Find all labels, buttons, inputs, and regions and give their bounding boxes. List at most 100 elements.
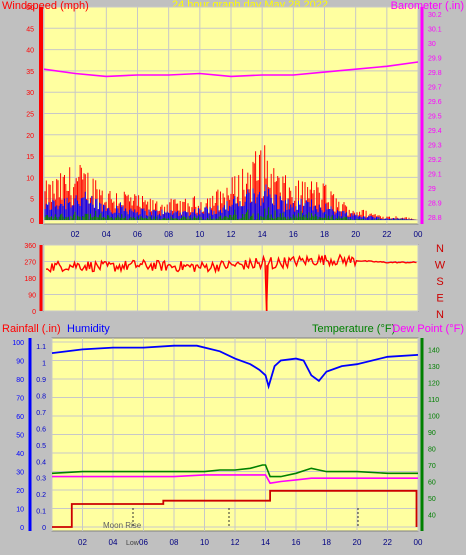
- temp-y-tick-label: 130: [428, 364, 440, 371]
- wind-x-tick-label: 10: [195, 230, 204, 239]
- baro-y-tick-label: 30.2: [428, 12, 442, 19]
- wind-x-tick-label: 06: [133, 230, 142, 239]
- wind-y-tick-label: 30: [26, 90, 34, 97]
- compass-label: W: [435, 260, 446, 272]
- temperature-series: [51, 464, 418, 478]
- humidity-y-tick-label: 80: [16, 377, 24, 384]
- rain-x-tick-label: 06: [139, 538, 148, 547]
- baro-y-tick-label: 29.2: [428, 157, 442, 164]
- wind-y-tick-label: 0: [30, 218, 34, 225]
- baro-y-tick-label: 29.3: [428, 142, 442, 149]
- rain-y-tick-label: 0.1: [36, 509, 46, 516]
- humidity-y-tick-label: 100: [12, 340, 24, 347]
- humidity-series: [51, 344, 419, 390]
- wind-y-tick-label: 25: [26, 112, 34, 119]
- wind-x-tick-label: 12: [227, 230, 236, 239]
- wind-low-band: [44, 207, 416, 220]
- temp-y-tick-label: 80: [428, 447, 436, 454]
- temp-y-tick-label: 120: [428, 381, 440, 388]
- wind-y-tick-label: 5: [30, 197, 34, 204]
- wind-x-tick-label: 20: [351, 230, 360, 239]
- rain-y-tick-label: 0.8: [36, 394, 46, 401]
- baro-y-tick-label: 30: [428, 41, 436, 48]
- humidity-y-tick-label: 30: [16, 470, 24, 477]
- rain-x-tick-label: 02: [78, 538, 87, 547]
- low-label: Low: [126, 540, 140, 547]
- temp-y-tick-label: 60: [428, 480, 436, 487]
- rain-x-tick-label: 10: [200, 538, 209, 547]
- baro-y-tick-label: 28.8: [428, 215, 442, 222]
- humidity-y-tick-label: 60: [16, 414, 24, 421]
- rain-y-tick-label: 0.7: [36, 410, 46, 417]
- rainfall-series: [52, 489, 418, 528]
- wind-x-tick-label: 14: [258, 230, 267, 239]
- rain-y-tick-label: 1: [42, 361, 46, 368]
- baro-y-tick-label: 29: [428, 186, 436, 193]
- rain-x-tick-label: 22: [383, 538, 392, 547]
- rain-y-tick-label: 0.5: [36, 443, 46, 450]
- temp-y-tick-label: 140: [428, 348, 440, 355]
- compass-label: N: [436, 309, 444, 321]
- rain-x-tick-label: 00: [414, 538, 423, 547]
- compass-label: S: [436, 276, 443, 288]
- temp-y-tick-label: 40: [428, 513, 436, 520]
- direction-y-tick-label: 0: [32, 309, 36, 316]
- baro-y-tick-label: 29.7: [428, 85, 442, 92]
- wind-y-tick-label: 50: [26, 5, 34, 12]
- temp-y-tick-label: 110: [428, 397, 439, 404]
- temp-y-tick-label: 50: [428, 496, 436, 503]
- rain-x-tick-label: 16: [292, 538, 301, 547]
- wind-x-tick-label: 16: [289, 230, 298, 239]
- humidity-y-tick-label: 90: [16, 359, 24, 366]
- rain-y-tick-label: 1.1: [36, 344, 46, 351]
- baro-y-tick-label: 30.1: [428, 27, 442, 34]
- temp-y-tick-label: 90: [428, 430, 436, 437]
- humidity-y-tick-label: 50: [16, 433, 24, 440]
- baro-axis-title: Barometer (.in): [391, 0, 464, 12]
- temp-y-tick-label: 70: [428, 463, 436, 470]
- moon-rise-label: Moon Rise: [103, 521, 142, 530]
- wind-x-tick-label: 08: [164, 230, 173, 239]
- rain-y-tick-label: 0.4: [36, 459, 46, 466]
- wind-x-tick-label: 22: [382, 230, 391, 239]
- compass-label: E: [436, 293, 443, 305]
- barometer-series: [43, 61, 419, 78]
- rain-y-tick-label: 0: [42, 525, 46, 532]
- baro-y-tick-label: 29.1: [428, 171, 442, 178]
- dewpoint-axis-title: Dew Point (°F): [392, 323, 464, 335]
- wind-y-tick-label: 45: [26, 26, 34, 33]
- baro-y-tick-label: 29.9: [428, 56, 442, 63]
- humidity-y-tick-label: 10: [16, 507, 24, 514]
- baro-y-tick-label: 29.6: [428, 99, 442, 106]
- humidity-y-tick-label: 40: [16, 451, 24, 458]
- baro-y-tick-label: 29.5: [428, 114, 442, 121]
- humidity-y-tick-label: 0: [20, 525, 24, 532]
- wind-y-tick-label: 35: [26, 69, 34, 76]
- baro-y-tick-label: 29.8: [428, 70, 442, 77]
- humidity-y-tick-label: 70: [16, 396, 24, 403]
- temp-y-tick-label: 100: [428, 414, 440, 421]
- temperature-axis-title: Temperature (°F): [312, 323, 395, 335]
- wind-y-tick-label: 15: [26, 154, 34, 161]
- direction-y-tick-label: 90: [28, 293, 36, 300]
- direction-y-tick-label: 180: [24, 276, 36, 283]
- wind-y-tick-label: 10: [26, 175, 34, 182]
- title-text: 24 hour graph day May 28 2022: [172, 0, 328, 11]
- baro-y-tick-label: 29.4: [428, 128, 442, 135]
- direction-y-tick-label: 360: [24, 243, 36, 250]
- rain-x-tick-label: 12: [231, 538, 240, 547]
- baro-y-tick-label: 28.9: [428, 200, 442, 207]
- rain-axis-title: Rainfall (.in): [2, 323, 61, 335]
- compass-label: N: [436, 243, 444, 255]
- rain-y-tick-label: 0.9: [36, 377, 46, 384]
- rain-x-tick-label: 08: [170, 538, 179, 547]
- rain-y-tick-label: 0.3: [36, 476, 46, 483]
- wind-axis-title: Windspeed (mph): [2, 0, 89, 12]
- dewpoint-series: [52, 474, 418, 485]
- wind-x-tick-label: 00: [414, 230, 423, 239]
- rain-x-tick-label: 04: [109, 538, 118, 547]
- humidity-axis-title: Humidity: [67, 323, 110, 335]
- wind-y-tick-label: 40: [26, 48, 34, 55]
- wind-x-tick-label: 04: [102, 230, 111, 239]
